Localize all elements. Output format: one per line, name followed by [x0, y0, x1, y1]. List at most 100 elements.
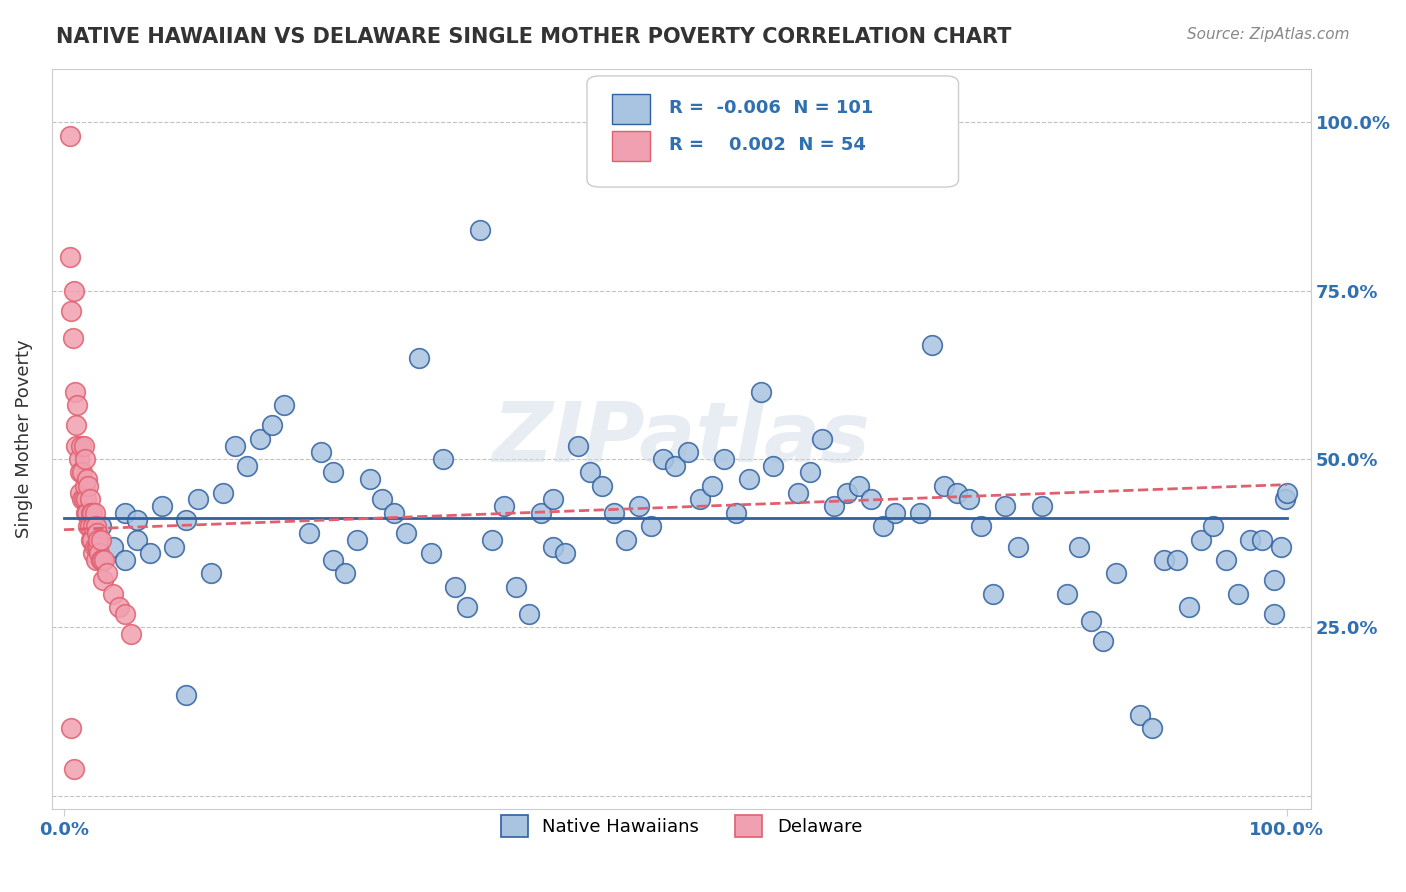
Point: [86, 526, 108, 541]
Point: [811, 432, 834, 446]
Point: [603, 506, 626, 520]
Point: [1153, 553, 1175, 567]
Point: [432, 452, 454, 467]
Point: [114, 607, 136, 621]
Point: [1263, 607, 1285, 621]
Point: [970, 519, 993, 533]
Point: [346, 533, 368, 547]
Text: R =    0.002  N = 54: R = 0.002 N = 54: [669, 136, 866, 153]
Point: [1189, 533, 1212, 547]
Point: [517, 607, 540, 621]
Point: [578, 466, 600, 480]
Point: [83, 540, 105, 554]
Point: [945, 485, 967, 500]
Point: [859, 492, 882, 507]
Point: [541, 540, 564, 554]
Point: [591, 479, 613, 493]
Point: [957, 492, 980, 507]
Point: [359, 472, 381, 486]
Point: [640, 519, 662, 533]
Point: [541, 492, 564, 507]
Point: [382, 506, 405, 520]
Point: [908, 506, 931, 520]
Point: [1104, 566, 1126, 581]
Point: [82, 533, 104, 547]
Point: [1270, 540, 1292, 554]
Point: [1056, 587, 1078, 601]
Point: [530, 506, 553, 520]
Point: [67, 452, 90, 467]
Point: [62, 762, 84, 776]
Point: [1166, 553, 1188, 567]
Point: [1226, 587, 1249, 601]
Point: [749, 384, 772, 399]
Point: [762, 458, 785, 473]
Text: R =  -0.006  N = 101: R = -0.006 N = 101: [669, 99, 873, 117]
Point: [823, 499, 845, 513]
Point: [456, 600, 478, 615]
Point: [395, 526, 418, 541]
Point: [73, 452, 96, 467]
Point: [101, 540, 124, 554]
Point: [981, 587, 1004, 601]
FancyBboxPatch shape: [612, 95, 650, 124]
Point: [1178, 600, 1201, 615]
Point: [408, 351, 430, 365]
Text: NATIVE HAWAIIAN VS DELAWARE SINGLE MOTHER POVERTY CORRELATION CHART: NATIVE HAWAIIAN VS DELAWARE SINGLE MOTHE…: [56, 27, 1011, 46]
Point: [309, 445, 332, 459]
Point: [62, 331, 84, 345]
Point: [87, 540, 110, 554]
Point: [713, 452, 735, 467]
Point: [200, 566, 222, 581]
Text: ZIPatlas: ZIPatlas: [492, 399, 870, 479]
Point: [77, 519, 100, 533]
Point: [73, 479, 96, 493]
Point: [273, 398, 295, 412]
Point: [59, 250, 82, 264]
Point: [77, 506, 100, 520]
Point: [1251, 533, 1274, 547]
Point: [481, 533, 503, 547]
Point: [1007, 540, 1029, 554]
Point: [69, 466, 91, 480]
Point: [1031, 499, 1053, 513]
Point: [872, 519, 894, 533]
Point: [82, 519, 104, 533]
Point: [1140, 722, 1163, 736]
Point: [505, 580, 527, 594]
Point: [174, 688, 197, 702]
Point: [75, 492, 97, 507]
Point: [652, 452, 675, 467]
Point: [77, 479, 100, 493]
Point: [848, 479, 870, 493]
Point: [1129, 707, 1152, 722]
Point: [60, 722, 83, 736]
Point: [494, 499, 516, 513]
Point: [554, 546, 576, 560]
Point: [101, 587, 124, 601]
Point: [994, 499, 1017, 513]
Point: [138, 546, 160, 560]
Point: [297, 526, 319, 541]
Point: [322, 553, 344, 567]
Point: [63, 384, 86, 399]
Point: [1080, 614, 1102, 628]
Point: [884, 506, 907, 520]
Point: [86, 540, 108, 554]
Point: [66, 398, 89, 412]
Point: [72, 439, 94, 453]
Point: [72, 492, 94, 507]
Point: [59, 128, 82, 143]
Point: [75, 506, 97, 520]
Point: [76, 506, 98, 520]
Legend: Native Hawaiians, Delaware: Native Hawaiians, Delaware: [494, 808, 869, 845]
Point: [1274, 492, 1296, 507]
Point: [120, 627, 142, 641]
Point: [80, 533, 103, 547]
FancyBboxPatch shape: [586, 76, 959, 187]
Point: [79, 519, 101, 533]
Point: [127, 513, 149, 527]
Point: [676, 445, 699, 459]
Point: [76, 472, 98, 486]
Point: [627, 499, 650, 513]
